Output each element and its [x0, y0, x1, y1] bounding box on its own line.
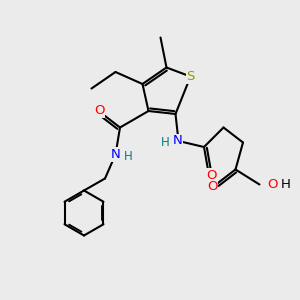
Text: H: H [280, 178, 290, 191]
Text: N: N [111, 148, 121, 161]
Text: O: O [207, 180, 218, 194]
Text: S: S [186, 70, 195, 83]
Text: N: N [173, 134, 183, 148]
Text: H: H [124, 149, 133, 163]
Text: H: H [160, 136, 169, 149]
Text: O: O [267, 178, 278, 191]
Text: O: O [94, 104, 104, 118]
Text: O: O [206, 169, 217, 182]
